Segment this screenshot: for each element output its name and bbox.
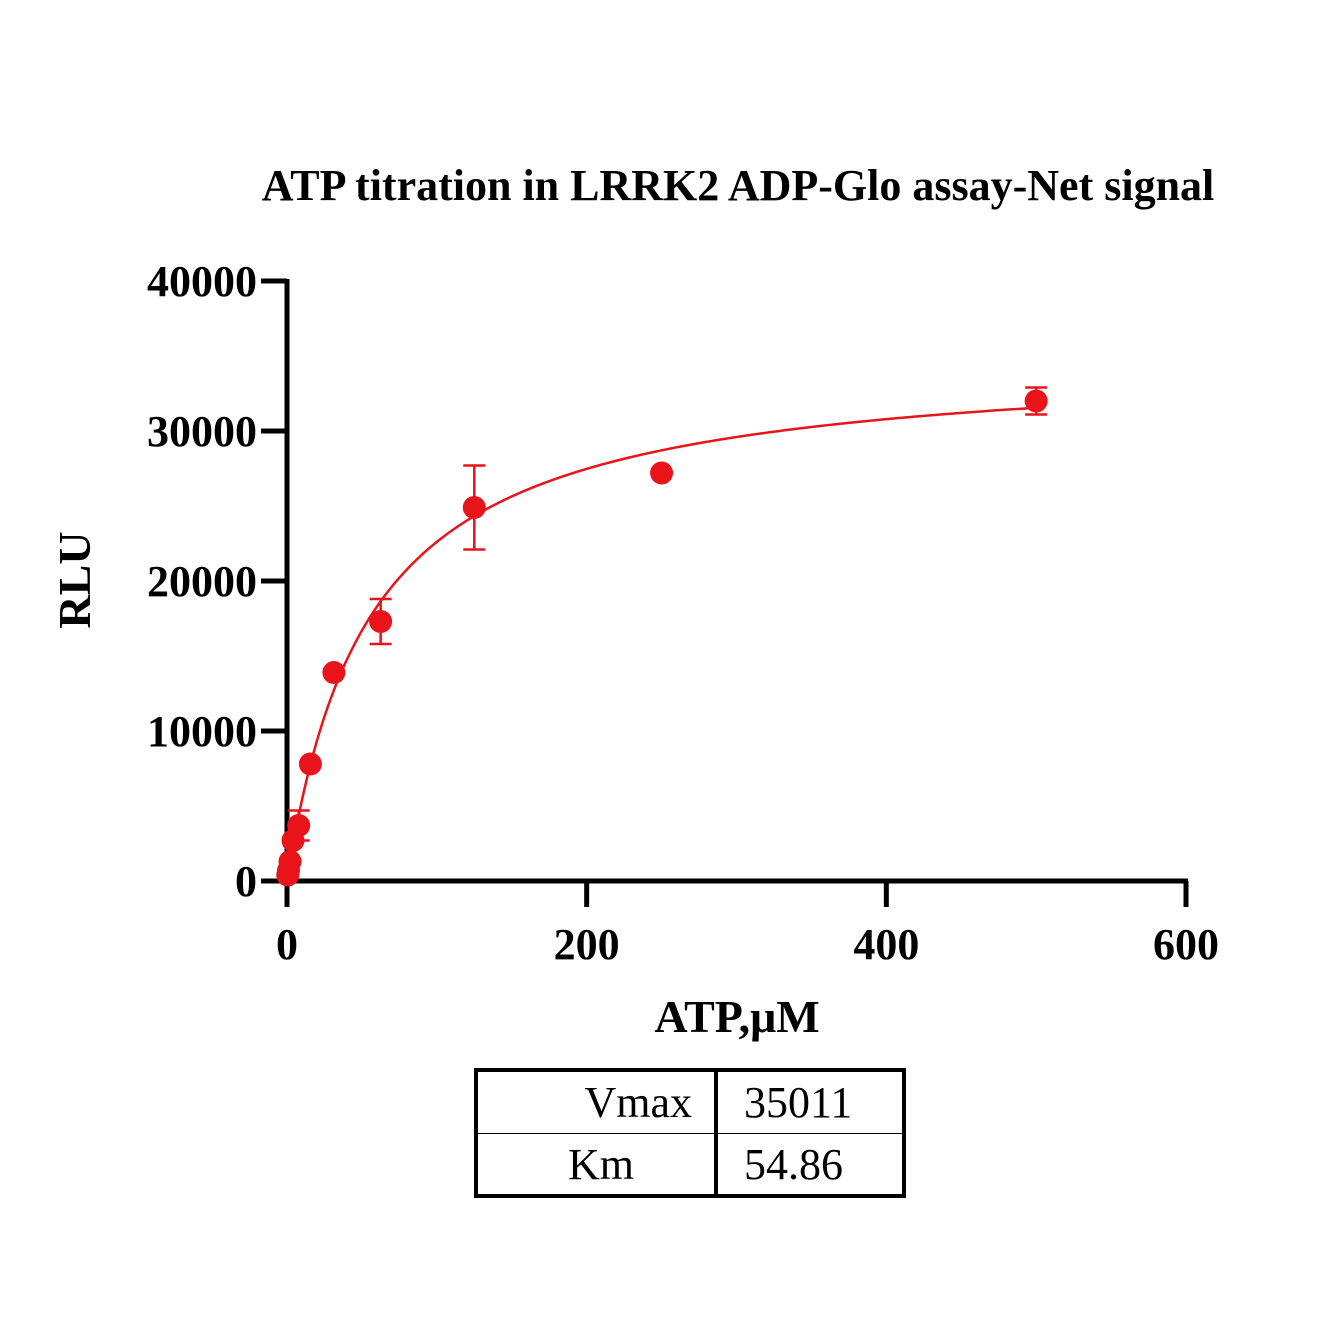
table-row-km: Km 54.86	[478, 1134, 902, 1195]
table-row-vmax: Vmax 35011	[478, 1072, 902, 1134]
param-value-vmax: 35011	[744, 1078, 853, 1127]
param-name-vmax: Vmax	[584, 1078, 692, 1127]
param-value-km: 54.86	[744, 1140, 843, 1189]
x-tick-label: 400	[853, 920, 919, 969]
data-point	[278, 850, 302, 873]
y-tick-label: 30000	[147, 407, 257, 456]
y-tick-label: 40000	[147, 257, 257, 306]
table-column-divider	[714, 1072, 718, 1194]
param-name-km: Km	[568, 1140, 634, 1189]
data-point	[322, 661, 346, 684]
data-point	[298, 752, 322, 776]
data-points	[276, 386, 1048, 887]
y-tick-label: 20000	[147, 557, 257, 606]
data-point	[462, 496, 486, 519]
data-point	[650, 461, 674, 485]
parameter-table: Vmax 35011 Km 54.86	[474, 1068, 906, 1198]
y-tick-label: 0	[235, 857, 257, 906]
y-axis-label: RLU	[49, 531, 100, 628]
x-tick-label: 200	[554, 920, 620, 969]
x-axis-label: ATP,μM	[654, 991, 819, 1042]
y-tick-label: 10000	[147, 707, 257, 756]
x-tick-label: 600	[1153, 920, 1219, 969]
chart-title: ATP titration in LRRK2 ADP-Glo assay-Net…	[262, 161, 1215, 210]
x-tick-label: 0	[276, 920, 298, 969]
data-point	[287, 814, 311, 837]
axes: 0 10000 20000 30000 40000 0 200 400 600	[147, 257, 1219, 969]
data-point	[369, 610, 393, 633]
data-point	[1024, 389, 1048, 413]
